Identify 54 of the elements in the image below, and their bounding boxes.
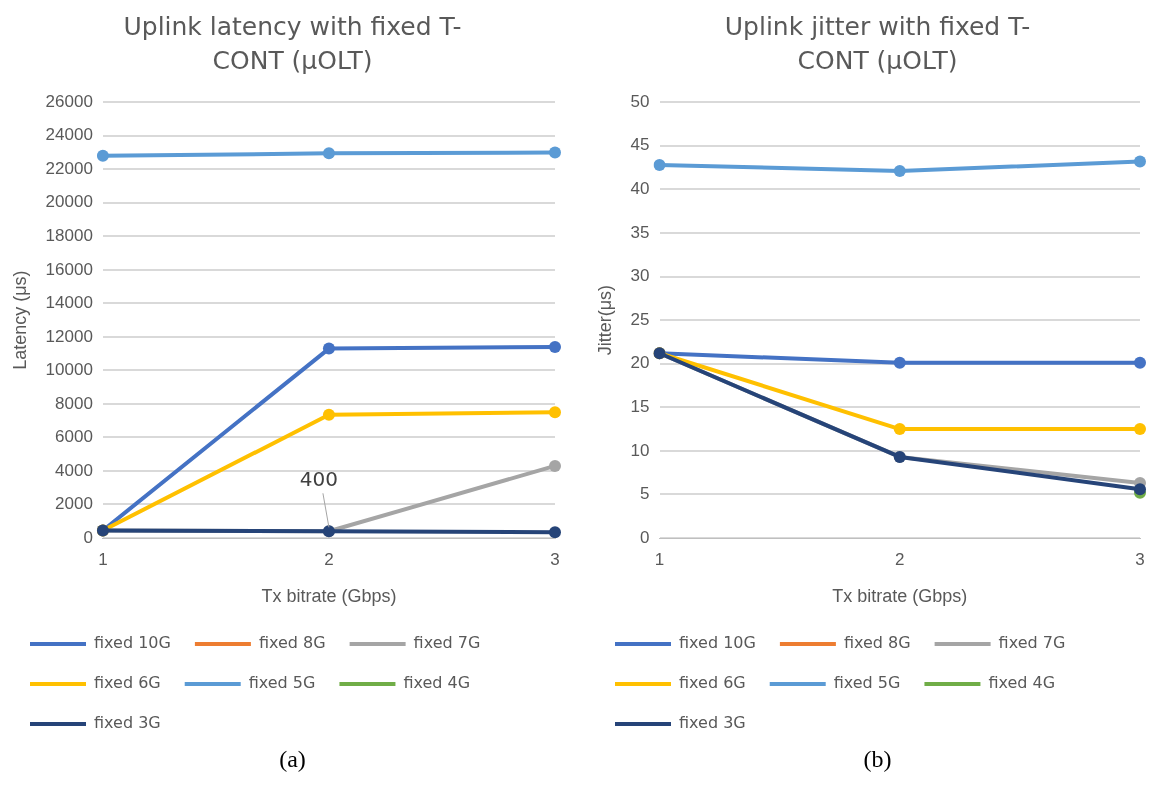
y-tick-label: 40 xyxy=(630,179,650,199)
chart-title: Uplink jitter with fixed T-CONT (μOLT) xyxy=(723,11,1032,77)
text: (b) xyxy=(862,746,893,773)
y-axis-title: Latency (μs) xyxy=(9,270,30,370)
legend-label: fixed 6G xyxy=(94,673,161,693)
y-tick-label: 26000 xyxy=(45,91,93,111)
y-tick-label: 12000 xyxy=(45,326,93,346)
y-tick-label: 50 xyxy=(630,91,650,111)
y-tick-label: 4000 xyxy=(55,460,93,480)
y-tick-label: 20 xyxy=(630,353,650,373)
y-tick-label: 16000 xyxy=(45,259,93,279)
y-tick-label: 20000 xyxy=(45,192,93,212)
y-tick-label: 45 xyxy=(630,135,650,155)
y-tick-label: 14000 xyxy=(45,293,93,313)
y-tick-label: 10 xyxy=(630,440,650,460)
legend-label: fixed 8G xyxy=(258,633,326,653)
x-tick-label: 1 xyxy=(98,549,108,569)
y-tick-label: 18000 xyxy=(45,225,93,245)
y-tick-label: 10000 xyxy=(45,360,93,380)
legend-label: fixed 8G xyxy=(843,633,911,653)
y-tick-label: 35 xyxy=(630,222,650,242)
y-tick-label: 24000 xyxy=(45,125,93,145)
x-tick-label: 2 xyxy=(895,549,905,569)
y-tick-label: 6000 xyxy=(55,427,93,447)
legend-label: fixed 3G xyxy=(679,713,746,733)
y-tick-label: 8000 xyxy=(55,393,93,413)
annotation: 400 xyxy=(299,467,339,492)
legend-label: fixed 10G xyxy=(94,633,171,653)
legend-label: fixed 7G xyxy=(998,633,1066,653)
y-axis-title: Jitter(μs) xyxy=(594,284,615,356)
x-tick-label: 2 xyxy=(324,549,334,569)
y-tick-label: 2000 xyxy=(55,494,93,514)
x-axis-title: Tx bitrate (Gbps) xyxy=(832,586,968,607)
y-tick-label: 5 xyxy=(640,484,650,504)
legend-label: fixed 6G xyxy=(679,673,746,693)
y-tick-label: 22000 xyxy=(45,158,93,178)
text: (a) xyxy=(278,746,307,773)
x-tick-label: 1 xyxy=(654,549,665,569)
y-tick-label: 0 xyxy=(83,527,93,547)
legend-label: fixed 4G xyxy=(403,673,471,693)
x-axis-title: Tx bitrate (Gbps) xyxy=(261,586,397,607)
y-tick-label: 30 xyxy=(630,266,650,286)
y-tick-label: 15 xyxy=(630,396,650,416)
legend-label: fixed 7G xyxy=(413,633,481,653)
chart-title: Uplink latency with fixed T-CONT (μOLT) xyxy=(122,11,463,77)
y-tick-label: 25 xyxy=(630,309,650,329)
legend-label: fixed 5G xyxy=(833,673,901,693)
legend-label: fixed 4G xyxy=(988,673,1056,693)
x-tick-label: 3 xyxy=(1135,549,1145,569)
x-tick-label: 3 xyxy=(550,549,560,569)
y-tick-label: 0 xyxy=(640,527,650,547)
legend-label: fixed 10G xyxy=(679,633,756,653)
legend-label: fixed 3G xyxy=(94,713,161,733)
legend-label: fixed 5G xyxy=(248,673,316,693)
